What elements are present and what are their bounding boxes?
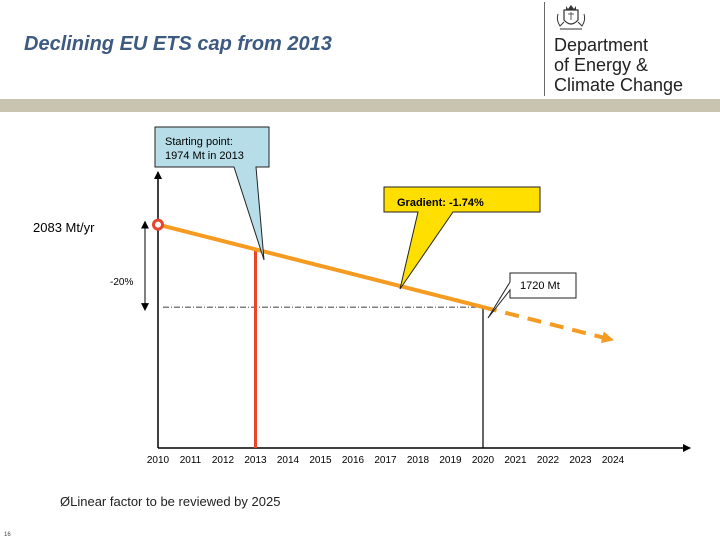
- gradient-callout-text: Gradient: -1.74%: [397, 197, 484, 209]
- department-logo: Department of Energy & Climate Change: [540, 0, 720, 98]
- start-value-label: 2083 Mt/yr: [33, 220, 95, 235]
- slide-title: Declining EU ETS cap from 2013: [24, 33, 332, 55]
- x-tick-label: 2022: [537, 455, 560, 466]
- x-tick-label: 2013: [244, 455, 267, 466]
- x-tick-label: 2011: [180, 455, 202, 466]
- x-tick-label: 2012: [212, 455, 235, 466]
- royal-crest-icon: [556, 5, 586, 30]
- slide-number: 16: [4, 532, 11, 538]
- x-tick-label: 2017: [374, 455, 397, 466]
- bullet-arrow-icon: Ø: [60, 494, 71, 509]
- end-callout-box: [487, 272, 577, 319]
- x-tick-label: 2019: [439, 455, 462, 466]
- logo-line-1: Department: [554, 35, 649, 55]
- logo-line-2: of Energy &: [554, 55, 649, 75]
- start-callout-line: Starting point:: [165, 136, 233, 148]
- x-tick-label: 2015: [309, 455, 332, 466]
- reduction-label: -20%: [110, 277, 133, 288]
- x-tick-label: 2020: [472, 455, 495, 466]
- x-tick-label: 2018: [407, 455, 430, 466]
- x-tick-label: 2021: [504, 455, 527, 466]
- start-callout-line: 1974 Mt in 2013: [165, 150, 244, 162]
- start-callout-box: [154, 126, 270, 261]
- x-tick-label: 2023: [569, 455, 592, 466]
- logo-line-3: Climate Change: [554, 75, 684, 95]
- logo-divider: [544, 2, 545, 96]
- end-value-label: 1720 Mt: [520, 280, 560, 292]
- x-tick-label: 2010: [147, 455, 170, 466]
- footnote-bullet: ØLinear factor to be reviewed by 2025: [60, 494, 280, 509]
- gradient-callout-box: [383, 186, 541, 290]
- start-point-marker: [152, 218, 164, 231]
- x-tick-label: 2024: [602, 455, 625, 466]
- department-name: Department of Energy & Climate Change: [554, 35, 683, 95]
- x-tick-label: 2016: [342, 455, 365, 466]
- bullet-text: Linear factor to be reviewed by 2025: [70, 494, 281, 509]
- cap-line-projected: [482, 305, 614, 344]
- x-tick-label: 2014: [277, 455, 300, 466]
- cap-line-actual: [157, 222, 484, 310]
- header-band: [0, 99, 720, 112]
